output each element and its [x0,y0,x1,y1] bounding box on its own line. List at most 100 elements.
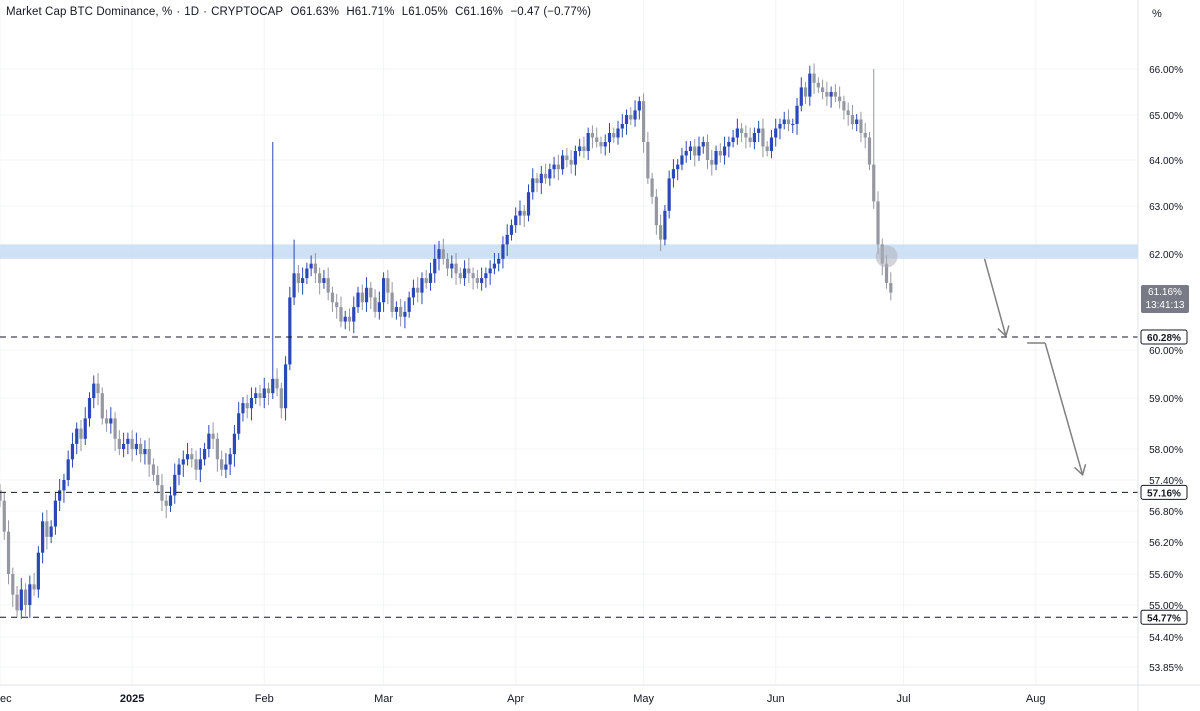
candle-body [693,146,697,156]
level-tag-box [1140,484,1188,500]
candle-body [75,428,79,444]
candle-body [343,316,347,322]
candle-body [565,155,569,160]
time-tick-label: May [633,693,654,705]
candle-body [872,164,876,202]
candle [6,520,11,585]
candle-body [548,169,552,179]
candle-body [215,438,219,460]
candle-body [322,278,326,283]
candle [399,298,403,327]
candle-body [791,124,795,125]
candle [761,118,765,158]
candle [296,265,300,293]
candle [565,147,569,168]
candle [850,104,855,130]
candle [330,286,335,312]
candle [599,136,603,154]
candle [705,134,710,170]
candle [134,432,138,456]
candle [471,267,475,290]
price-tick-label: 59.00% [1149,394,1183,405]
candle [433,244,437,283]
candle [100,387,104,425]
candle-body [151,464,156,475]
candle [654,188,658,235]
candle [420,272,424,305]
candle [428,262,433,291]
candle-body [467,268,471,274]
time-tick-label: Apr [507,693,524,705]
candle [578,138,582,157]
candle [727,136,731,158]
candle-body [718,151,722,156]
candle-body [352,307,356,322]
candle [667,170,671,219]
arrow-shaft [983,258,1007,337]
highlight-circle [875,245,898,268]
axis-unit-label[interactable]: % [1152,8,1162,20]
candle [501,236,505,269]
candle-body [134,443,138,449]
candle [663,205,667,246]
candle-body [41,521,45,553]
candle-body [509,225,514,235]
price-tick-label: 55.00% [1149,601,1183,612]
candle-body [258,393,262,398]
candle-body [28,584,32,605]
candle [458,267,462,284]
open-value: O61.63% [290,6,340,18]
candle-body [326,278,330,293]
candle-body [0,490,2,501]
candle [288,286,292,371]
candle [445,253,450,277]
price-tick-label: 54.40% [1149,633,1183,644]
candle-body [765,146,769,151]
time-tick-label: ec [0,693,12,705]
candle [23,583,28,616]
symbol-title[interactable]: Market Cap BTC Dominance, % [6,6,173,18]
candle [842,95,846,120]
candle-body [364,287,369,303]
candle-body [803,87,808,97]
candle [497,253,501,272]
candle [671,159,676,188]
candle-body [156,474,160,486]
candle-body [160,485,164,501]
candle [83,407,87,445]
level-tag-text: 57.16% [1147,488,1181,499]
candle-body [70,443,75,460]
candle-body [518,210,522,216]
candle [573,145,577,176]
candle [586,127,590,160]
candle-body [433,258,437,274]
candle [889,272,893,301]
candle-body [313,263,318,274]
candle [207,425,211,458]
candle [151,458,156,482]
candle [15,585,19,617]
candle-body [501,244,505,259]
candle [752,127,757,150]
candle [275,368,279,397]
candle-body [428,273,433,283]
candle [237,402,241,440]
interval-label[interactable]: 1D [184,6,200,18]
candle [659,214,663,252]
candle [825,81,829,106]
candle-body [676,164,680,170]
candle-body [838,96,842,102]
candle [552,156,556,179]
candle [113,412,117,452]
candle-body [296,273,300,283]
candle [748,127,752,148]
candle-body [573,151,577,165]
time-tick-label: 2025 [120,693,144,705]
candle [156,466,160,494]
candle-body [207,433,211,449]
candle-body [535,178,539,183]
candle [322,269,326,289]
candle [714,145,718,171]
candle [855,114,859,132]
